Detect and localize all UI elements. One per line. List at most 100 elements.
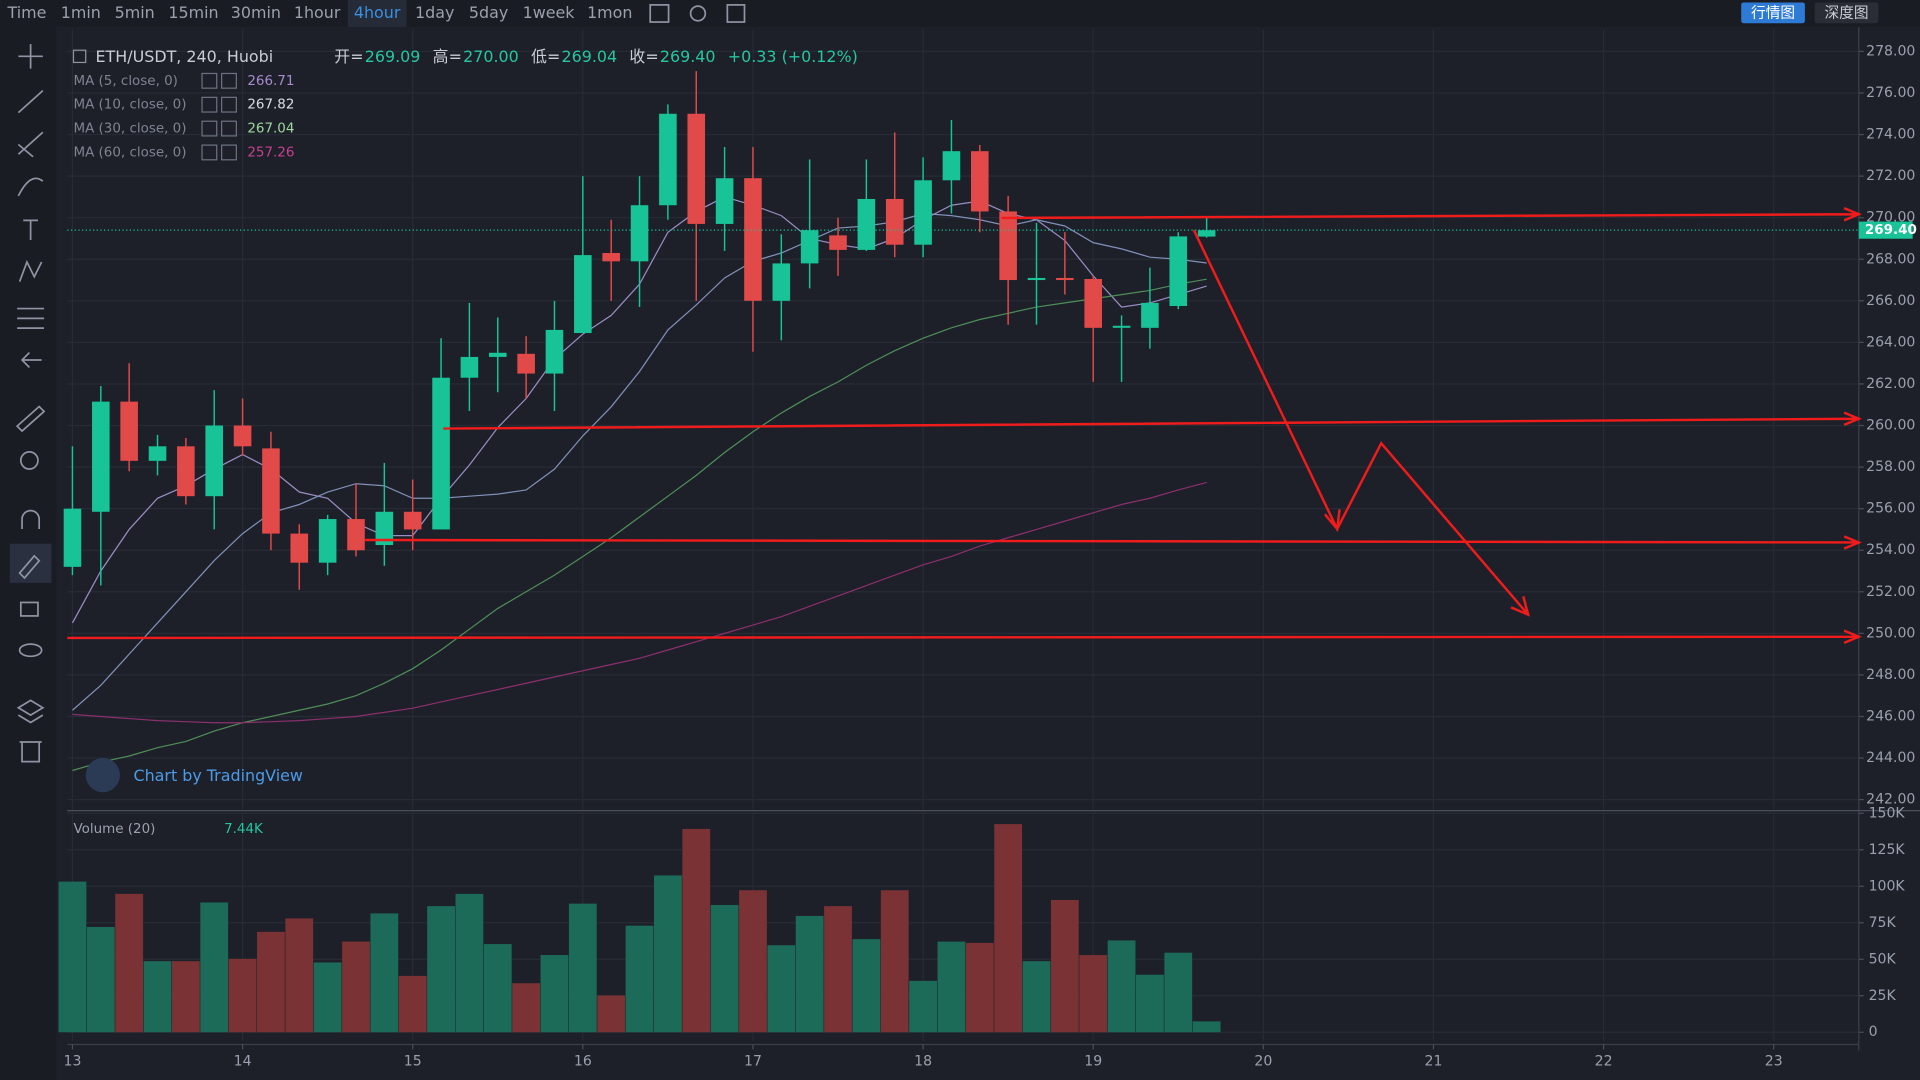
legend-button[interactable] [201,120,218,137]
candle-body [1027,277,1046,281]
volume-bar [285,918,314,1033]
icon[interactable] [726,4,746,23]
legend-button[interactable] [221,120,237,137]
timeframe[interactable]: 1hour [294,3,341,22]
y-tick-label: 266.00 [1866,293,1915,309]
volume-bar [228,958,257,1033]
chart-type-icons[interactable] [649,4,746,23]
tool-icon[interactable] [18,259,43,282]
ma-line [72,212,1207,711]
volume-bar [880,890,909,1033]
candle-body [233,425,252,447]
timeframe[interactable]: 1day [415,3,454,22]
candle-body [1056,277,1074,281]
v-tick-label: 25K [1869,988,1897,1004]
volume-bar [1136,974,1164,1033]
volume-bar [115,893,144,1033]
legend-button[interactable] [221,72,237,89]
candle-body [1197,230,1216,237]
candle-body [1141,302,1159,328]
volume-bar [143,961,172,1033]
tool-icon[interactable] [23,219,38,240]
y-tick-label: 268.00 [1866,251,1915,267]
volume-bar [1079,955,1108,1033]
tool-icon[interactable] [19,601,39,617]
candle-body [715,178,734,224]
candle-body [630,205,649,262]
v-tick-label: 125K [1869,842,1906,858]
x-tick-label: 20 [1254,1054,1272,1070]
legend-button[interactable] [221,144,237,161]
tool-active[interactable] [9,543,52,583]
ohlc-name: 收= [629,47,658,66]
x-tick-label: 13 [63,1054,81,1070]
y-tick-label: 274.00 [1866,127,1915,143]
timeframe[interactable]: 30min [231,3,281,22]
tool-icon[interactable] [18,554,41,580]
x-tick-label: 19 [1084,1054,1102,1070]
y-tick-label: 248.00 [1866,667,1915,683]
ohlc-name: 开= [334,47,363,66]
volume-bar [257,931,285,1033]
volume-bar [909,980,937,1033]
icon[interactable] [649,4,670,23]
volume-bar [86,927,115,1033]
candle-body [375,511,394,546]
tool-icon[interactable] [19,741,42,763]
volume-bar [483,944,512,1033]
tab-label[interactable]: 深度图 [1824,4,1868,21]
legend-button[interactable] [201,96,218,113]
tool-icon[interactable] [17,177,44,197]
volume-bar [653,875,682,1033]
timeframe[interactable]: 4hour [354,3,401,22]
candle-body [92,401,110,512]
legend-button[interactable] [221,96,237,113]
icon[interactable] [689,5,707,22]
tool-icon[interactable] [15,405,46,433]
tab-active[interactable] [1741,2,1805,24]
tool-icon[interactable] [21,509,41,529]
tool-icon[interactable] [18,44,43,69]
collapse-icon[interactable] [72,49,87,64]
drawing-tools[interactable] [9,44,52,763]
timeframe[interactable]: 1min [61,3,101,22]
legend-button[interactable] [201,72,218,89]
candle-body [659,113,677,206]
v-tick-label: 75K [1869,915,1897,931]
v-tick-label: 0 [1869,1024,1878,1040]
timeframe[interactable]: 15min [168,3,218,22]
ohlc-name: 高= [433,47,462,66]
ohlc-name: 低= [531,47,560,66]
volume-bar [1022,961,1051,1033]
v-tick-label: 150K [1869,805,1906,821]
volume-bar [795,915,824,1033]
tool-icon[interactable] [19,450,39,470]
timeframe[interactable]: 1week [523,3,576,22]
timeframe[interactable]: 1mon [587,3,632,22]
volume-bar [313,962,342,1033]
tab-label[interactable]: 行情图 [1751,4,1795,21]
y-tick-label: 254.00 [1866,542,1915,558]
tool-icon[interactable] [20,352,42,368]
volume-bar [994,824,1023,1033]
timeframe[interactable]: 5min [115,3,155,22]
timeframe[interactable]: 5day [469,3,508,22]
tool-icon[interactable] [17,131,44,158]
tool-icon[interactable] [18,643,43,658]
tab[interactable] [1814,2,1879,24]
tool-icon[interactable] [17,307,45,330]
volume-bar [1164,952,1193,1033]
active-timeframe [347,0,407,27]
volume-bar [512,983,541,1033]
tool-icon[interactable] [16,699,45,724]
change: +0.33 (+0.12%) [728,47,858,66]
x-tick-label: 18 [914,1054,932,1070]
timeframe[interactable]: Time [6,3,46,22]
legend-button[interactable] [201,144,218,161]
tool-icon[interactable] [17,89,44,114]
legend-name: MA (10, close, 0) [73,98,186,113]
legend-value: 266.71 [247,74,294,89]
candle-body [262,448,280,534]
candle-body [857,198,876,250]
